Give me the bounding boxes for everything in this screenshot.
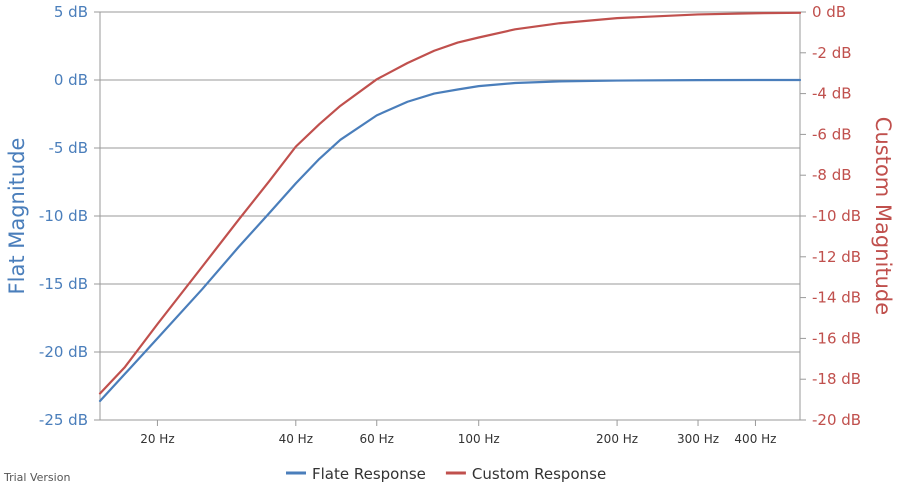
watermark-text: Trial Version	[3, 471, 70, 484]
right-tick-label: -14 dB	[812, 289, 861, 307]
right-tick-label: -20 dB	[812, 411, 861, 429]
series-line-flat	[98, 78, 802, 403]
x-tick-label: 60 Hz	[360, 432, 394, 446]
series	[98, 11, 802, 403]
x-tick-label: 20 Hz	[140, 432, 174, 446]
left-axis-title: Flat Magnitude	[5, 138, 29, 295]
legend-label: Flate Response	[312, 465, 426, 483]
legend-label: Custom Response	[472, 465, 606, 483]
left-tick-label: 5 dB	[54, 3, 88, 21]
x-tick-label: 100 Hz	[458, 432, 500, 446]
left-tick-label: 0 dB	[54, 71, 88, 89]
right-tick-label: 0 dB	[812, 3, 846, 21]
legend[interactable]: Flate Response Custom Response	[286, 465, 606, 483]
legend-item-flat[interactable]: Flate Response	[286, 465, 426, 483]
grid	[100, 11, 800, 421]
right-tick-label: -2 dB	[812, 44, 852, 62]
right-tick-label: -6 dB	[812, 125, 852, 143]
axes: 5 dB 0 dB -5 dB -10 dB -15 dB -20 dB -25 dB 0 d…	[39, 3, 861, 446]
left-tick-label: -20 dB	[39, 343, 88, 361]
x-tick-label: 400 Hz	[734, 432, 776, 446]
x-tick-label: 300 Hz	[677, 432, 719, 446]
x-tick-label: 40 Hz	[279, 432, 313, 446]
right-axis-title: Custom Magnitude	[871, 117, 895, 315]
right-tick-label: -18 dB	[812, 370, 861, 388]
right-tick-label: -16 dB	[812, 329, 861, 347]
series-line-custom	[98, 11, 802, 395]
left-tick-label: -10 dB	[39, 207, 88, 225]
right-tick-label: -8 dB	[812, 166, 852, 184]
x-tick-label: 200 Hz	[596, 432, 638, 446]
left-tick-label: -15 dB	[39, 275, 88, 293]
right-tick-label: -4 dB	[812, 85, 852, 103]
right-tick-label: -10 dB	[812, 207, 861, 225]
left-tick-label: -5 dB	[48, 139, 88, 157]
legend-item-custom[interactable]: Custom Response	[445, 465, 606, 483]
right-tick-label: -12 dB	[812, 248, 861, 266]
left-tick-label: -25 dB	[39, 411, 88, 429]
